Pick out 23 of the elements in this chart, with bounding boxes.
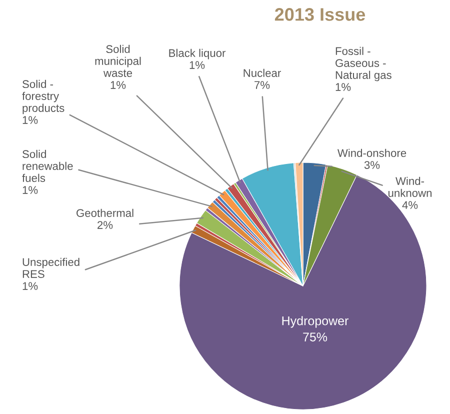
data-label: 7%	[254, 81, 270, 89]
slice-label: Black liquor	[169, 48, 226, 60]
data-label: 1%	[22, 186, 38, 194]
slice-label: Geothermal	[76, 208, 134, 217]
data-label: 1%	[110, 81, 126, 89]
data-label: 3%	[364, 161, 380, 169]
slice-label: Solid municipal waste	[95, 44, 141, 77]
slice-label: Nuclear	[244, 68, 281, 77]
slice-label: Wind- unknown	[388, 176, 432, 197]
slice-label: Solid - forestry products	[22, 80, 64, 114]
slice-label: Unspecified RES	[22, 258, 80, 278]
data-label: 1%	[22, 116, 38, 124]
data-label: 1%	[336, 83, 351, 91]
data-label: 1%	[190, 61, 205, 69]
data-label: 2%	[98, 221, 113, 229]
data-label: 1%	[22, 282, 38, 290]
data-label: 4%	[402, 201, 418, 209]
chart-title: 2013 Issue	[274, 8, 366, 21]
data-label: 75%	[303, 332, 328, 342]
slice-label: Wind-onshore	[337, 148, 406, 157]
slice-label: Hydropower	[282, 316, 348, 328]
slice-label: Solid renewable fuels	[22, 150, 73, 182]
slice-label: Fossil - Gaseous - Natural gas	[336, 46, 392, 82]
